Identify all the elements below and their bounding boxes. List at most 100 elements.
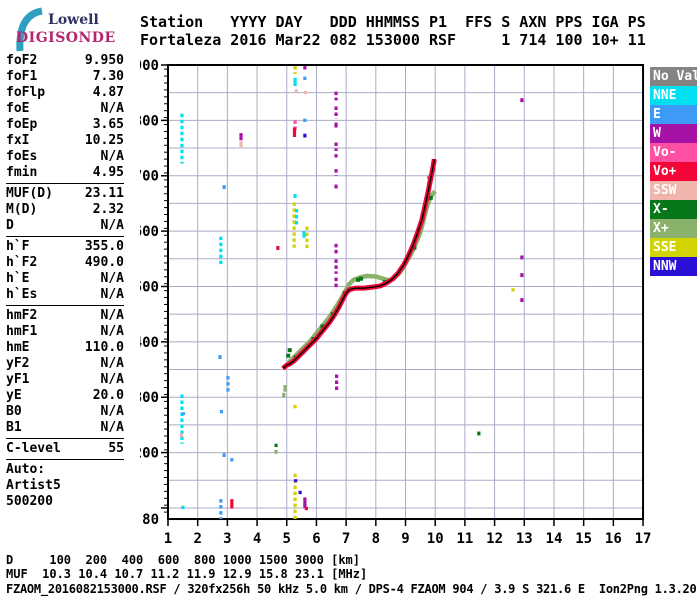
svg-text:700: 700	[140, 169, 159, 185]
svg-text:13: 13	[516, 531, 533, 547]
param-row-hf2: h`F2 490.0	[6, 255, 124, 271]
param-row-foes: foEs N/A	[6, 149, 124, 165]
svg-text:10: 10	[427, 531, 444, 547]
svg-text:80: 80	[142, 512, 159, 528]
param-value: N/A	[100, 356, 124, 371]
param-row-fof1: foF1 7.30	[6, 69, 124, 85]
lowell-digisonde-logo: Lowell DIGISONDE	[8, 6, 128, 52]
param-value: N/A	[100, 149, 124, 164]
sidebar-divider	[6, 236, 124, 237]
param-value: N/A	[100, 271, 124, 286]
legend-item-w: W	[650, 124, 697, 143]
param-label: foEs	[6, 149, 38, 164]
svg-text:1: 1	[164, 531, 172, 547]
param-row-foep: foEp 3.65	[6, 117, 124, 133]
param-label: M(D)	[6, 202, 38, 217]
svg-text:900: 900	[140, 58, 159, 74]
param-label: hmE	[6, 340, 30, 355]
param-label: hmF1	[6, 324, 38, 339]
param-label: yF1	[6, 372, 30, 387]
param-label: foF2	[6, 53, 38, 68]
param-row-yf2: yF2 N/A	[6, 356, 124, 372]
legend-item-ssw: SSW	[650, 181, 697, 200]
param-value: 490.0	[84, 255, 124, 270]
distance-row: D 100 200 400 600 800 1000 1500 3000 [km…	[6, 553, 361, 567]
param-label: h`F2	[6, 255, 38, 270]
svg-text:14: 14	[546, 531, 563, 547]
param-label: B1	[6, 420, 22, 435]
svg-text:200: 200	[140, 446, 159, 462]
param-row-d: D N/A	[6, 218, 124, 234]
sidebar-divider	[6, 183, 124, 184]
param-label: hmF2	[6, 308, 38, 323]
sidebar-divider	[6, 459, 124, 460]
svg-text:17: 17	[635, 531, 652, 547]
svg-text:600: 600	[140, 224, 159, 240]
svg-text:5: 5	[283, 531, 291, 547]
param-value: 20.0	[92, 388, 124, 403]
param-label: h`F	[6, 239, 30, 254]
sidebar: foF2 9.950 foF1 7.30 foFlp 4.87 foE N/A foEp 3.65…	[6, 53, 124, 510]
param-label: foF1	[6, 69, 38, 84]
legend-item-x+: X+	[650, 219, 697, 238]
logo-digisonde-text: DIGISONDE	[16, 30, 116, 46]
ionogram-svg: 1234567891011121314151617900800700600500…	[134, 58, 652, 547]
param-value: 7.30	[92, 69, 124, 84]
param-label: yF2	[6, 356, 30, 371]
param-row-fmin: fmin 4.95	[6, 165, 124, 181]
param-value: N/A	[100, 101, 124, 116]
sidebar-divider	[6, 305, 124, 306]
autoscale-info-line: Artist5	[6, 478, 61, 493]
svg-text:9: 9	[401, 531, 409, 547]
svg-text:3: 3	[223, 531, 231, 547]
param-value: N/A	[100, 287, 124, 302]
param-value: N/A	[100, 372, 124, 387]
svg-text:800: 800	[140, 113, 159, 129]
param-row-hf: h`F 355.0	[6, 239, 124, 255]
param-row-hmf2: hmF2 N/A	[6, 308, 124, 324]
svg-text:12: 12	[486, 531, 503, 547]
legend-item-vo+: Vo+	[650, 162, 697, 181]
param-label: D	[6, 218, 14, 233]
autoscale-info-line: 500200	[6, 494, 53, 509]
param-value: N/A	[100, 218, 124, 233]
svg-text:4: 4	[253, 531, 261, 547]
svg-text:15: 15	[575, 531, 592, 547]
header-values-line: Fortaleza 2016 Mar22 082 153000 RSF 1 71…	[140, 31, 646, 49]
legend-item-e: E	[650, 105, 697, 124]
svg-text:400: 400	[140, 335, 159, 351]
svg-text:2: 2	[193, 531, 201, 547]
logo-arc-icon	[16, 7, 43, 52]
param-label: h`Es	[6, 287, 38, 302]
param-label: B0	[6, 404, 22, 419]
param-row-foflp: foFlp 4.87	[6, 85, 124, 101]
param-label: h`E	[6, 271, 30, 286]
param-value: 4.87	[92, 85, 124, 100]
param-row-hes: h`Es N/A	[6, 287, 124, 303]
legend-item-sse: SSE	[650, 238, 697, 257]
param-row-ye: yE 20.0	[6, 388, 124, 404]
ionogram-plot: 1234567891011121314151617900800700600500…	[134, 55, 660, 547]
legend-item-nne: NNE	[650, 86, 697, 105]
svg-text:300: 300	[140, 390, 159, 406]
param-value: N/A	[100, 308, 124, 323]
param-value: 55	[108, 441, 124, 456]
svg-text:8: 8	[372, 531, 380, 547]
param-label: yE	[6, 388, 22, 403]
param-label: MUF(D)	[6, 186, 53, 201]
param-label: fmin	[6, 165, 38, 180]
station-header: Station YYYY DAY DDD HHMMSS P1 FFS S AXN…	[140, 13, 646, 49]
param-value: N/A	[100, 420, 124, 435]
param-row-clevel: C-level 55	[6, 441, 124, 457]
param-value: 10.25	[84, 133, 124, 148]
param-row-he: h`E N/A	[6, 271, 124, 287]
param-row-hmf1: hmF1 N/A	[6, 324, 124, 340]
param-value: 355.0	[84, 239, 124, 254]
param-value: 3.65	[92, 117, 124, 132]
param-row-foe: foE N/A	[6, 101, 124, 117]
param-label: foFlp	[6, 85, 46, 100]
param-value: 2.32	[92, 202, 124, 217]
file-info-line: FZAOM_2016082153000.RSF / 320fx256h 50 k…	[6, 582, 697, 596]
svg-text:16: 16	[605, 531, 622, 547]
